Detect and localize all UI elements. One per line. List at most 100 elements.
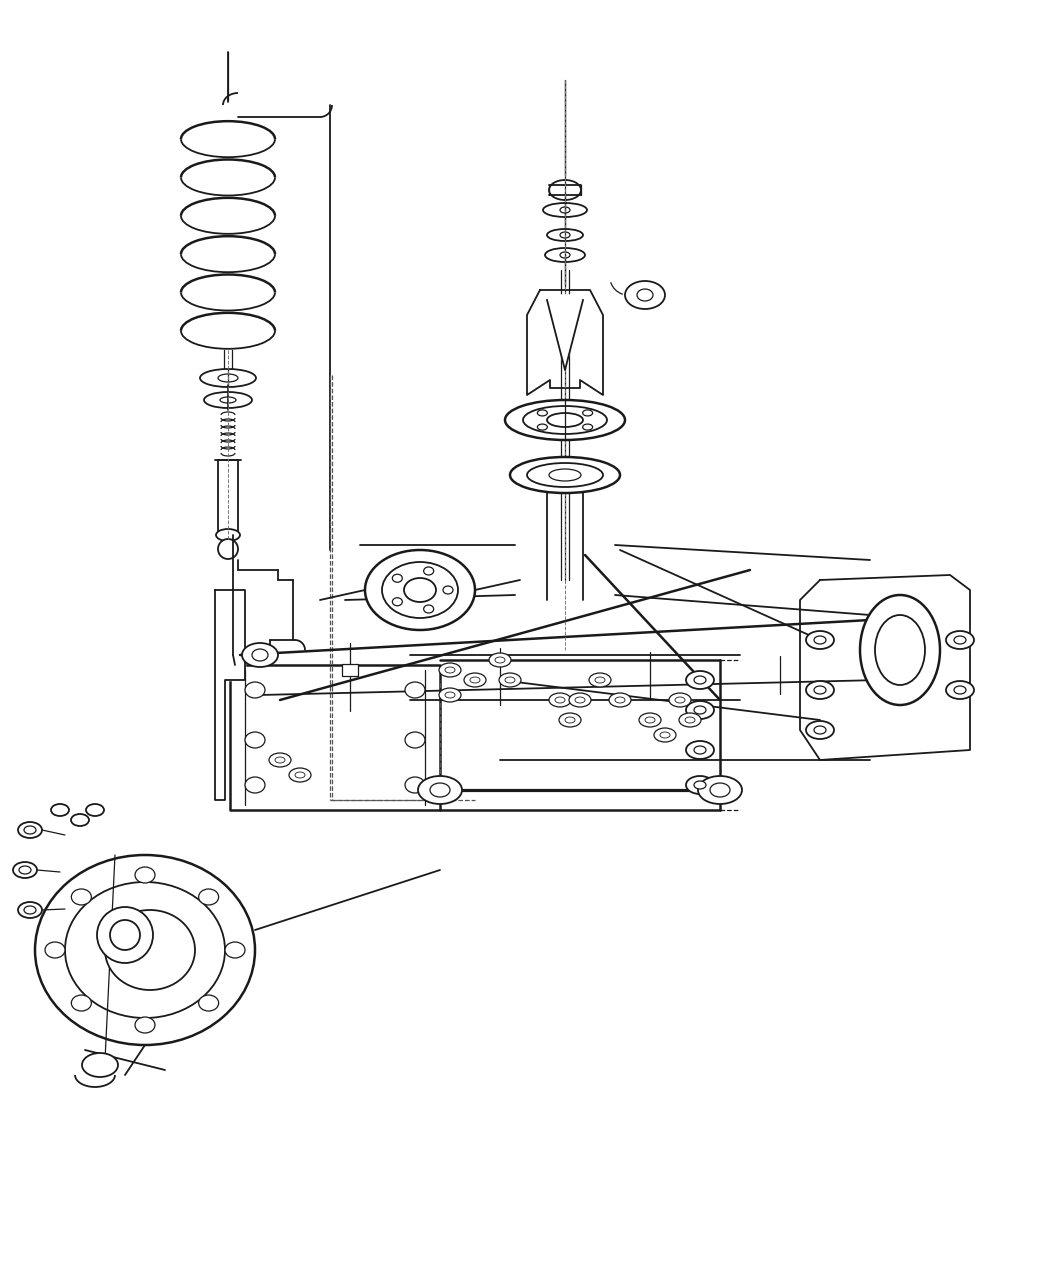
Ellipse shape — [583, 425, 592, 430]
Ellipse shape — [404, 578, 436, 602]
Ellipse shape — [19, 866, 32, 873]
Ellipse shape — [218, 374, 238, 382]
Ellipse shape — [686, 671, 714, 688]
Ellipse shape — [694, 706, 706, 714]
Ellipse shape — [216, 529, 240, 541]
Ellipse shape — [18, 901, 42, 918]
Ellipse shape — [547, 230, 583, 241]
Ellipse shape — [510, 456, 620, 493]
Ellipse shape — [24, 907, 36, 914]
Ellipse shape — [555, 697, 565, 703]
Ellipse shape — [393, 598, 402, 606]
Ellipse shape — [694, 746, 706, 754]
Ellipse shape — [560, 232, 570, 238]
Ellipse shape — [505, 677, 514, 683]
Ellipse shape — [51, 805, 69, 816]
Ellipse shape — [814, 686, 826, 694]
Ellipse shape — [499, 673, 521, 687]
Ellipse shape — [445, 692, 455, 697]
Ellipse shape — [86, 805, 104, 816]
Ellipse shape — [218, 539, 238, 558]
Ellipse shape — [698, 776, 742, 805]
Ellipse shape — [654, 728, 676, 742]
Ellipse shape — [418, 776, 462, 805]
Ellipse shape — [45, 942, 65, 958]
Polygon shape — [230, 666, 440, 810]
Ellipse shape — [198, 994, 218, 1011]
Ellipse shape — [946, 681, 974, 699]
Ellipse shape — [637, 289, 653, 301]
Ellipse shape — [954, 686, 966, 694]
Ellipse shape — [65, 882, 225, 1017]
Ellipse shape — [645, 717, 655, 723]
Ellipse shape — [489, 653, 511, 667]
Ellipse shape — [609, 694, 631, 708]
Ellipse shape — [135, 867, 155, 884]
Ellipse shape — [560, 207, 570, 213]
Ellipse shape — [275, 757, 285, 762]
Ellipse shape — [589, 673, 611, 687]
Ellipse shape — [710, 783, 730, 797]
Ellipse shape — [505, 400, 625, 440]
Ellipse shape — [225, 942, 245, 958]
Ellipse shape — [686, 701, 714, 719]
Ellipse shape — [204, 391, 252, 408]
Ellipse shape — [71, 994, 91, 1011]
Ellipse shape — [625, 280, 665, 309]
Polygon shape — [527, 289, 603, 395]
Ellipse shape — [365, 550, 475, 630]
Bar — [342, 664, 358, 676]
Ellipse shape — [639, 713, 662, 727]
Ellipse shape — [200, 368, 256, 388]
Ellipse shape — [382, 562, 458, 618]
Ellipse shape — [559, 713, 581, 727]
Ellipse shape — [198, 889, 218, 905]
Ellipse shape — [686, 741, 714, 759]
Ellipse shape — [814, 725, 826, 734]
Ellipse shape — [549, 180, 581, 200]
Ellipse shape — [495, 657, 505, 663]
Ellipse shape — [105, 910, 195, 989]
Ellipse shape — [445, 667, 455, 673]
Ellipse shape — [569, 694, 591, 708]
Ellipse shape — [565, 717, 575, 723]
Ellipse shape — [679, 713, 701, 727]
Ellipse shape — [252, 649, 268, 660]
Ellipse shape — [13, 862, 37, 878]
Ellipse shape — [595, 677, 605, 683]
Ellipse shape — [295, 771, 304, 778]
Ellipse shape — [269, 754, 291, 768]
Ellipse shape — [82, 1053, 118, 1077]
Ellipse shape — [560, 252, 570, 258]
Ellipse shape — [439, 663, 461, 677]
Polygon shape — [547, 295, 583, 370]
Ellipse shape — [110, 921, 140, 950]
Ellipse shape — [660, 732, 670, 738]
Ellipse shape — [543, 203, 587, 217]
Ellipse shape — [675, 697, 685, 703]
Ellipse shape — [549, 694, 571, 708]
Ellipse shape — [549, 469, 581, 481]
Ellipse shape — [71, 889, 91, 905]
Bar — [218, 460, 238, 536]
Ellipse shape — [527, 463, 603, 487]
Ellipse shape — [24, 826, 36, 834]
Ellipse shape — [575, 697, 585, 703]
Polygon shape — [215, 590, 245, 799]
Ellipse shape — [245, 682, 265, 697]
Ellipse shape — [545, 249, 585, 261]
Ellipse shape — [694, 676, 706, 683]
Ellipse shape — [946, 631, 974, 649]
Ellipse shape — [860, 595, 940, 705]
Ellipse shape — [615, 697, 625, 703]
Ellipse shape — [523, 405, 607, 434]
Ellipse shape — [423, 606, 434, 613]
Ellipse shape — [875, 615, 925, 685]
Ellipse shape — [814, 636, 826, 644]
Ellipse shape — [405, 732, 425, 748]
Ellipse shape — [806, 681, 834, 699]
Ellipse shape — [135, 1017, 155, 1033]
Ellipse shape — [583, 411, 592, 416]
Ellipse shape — [694, 782, 706, 789]
Ellipse shape — [405, 682, 425, 697]
